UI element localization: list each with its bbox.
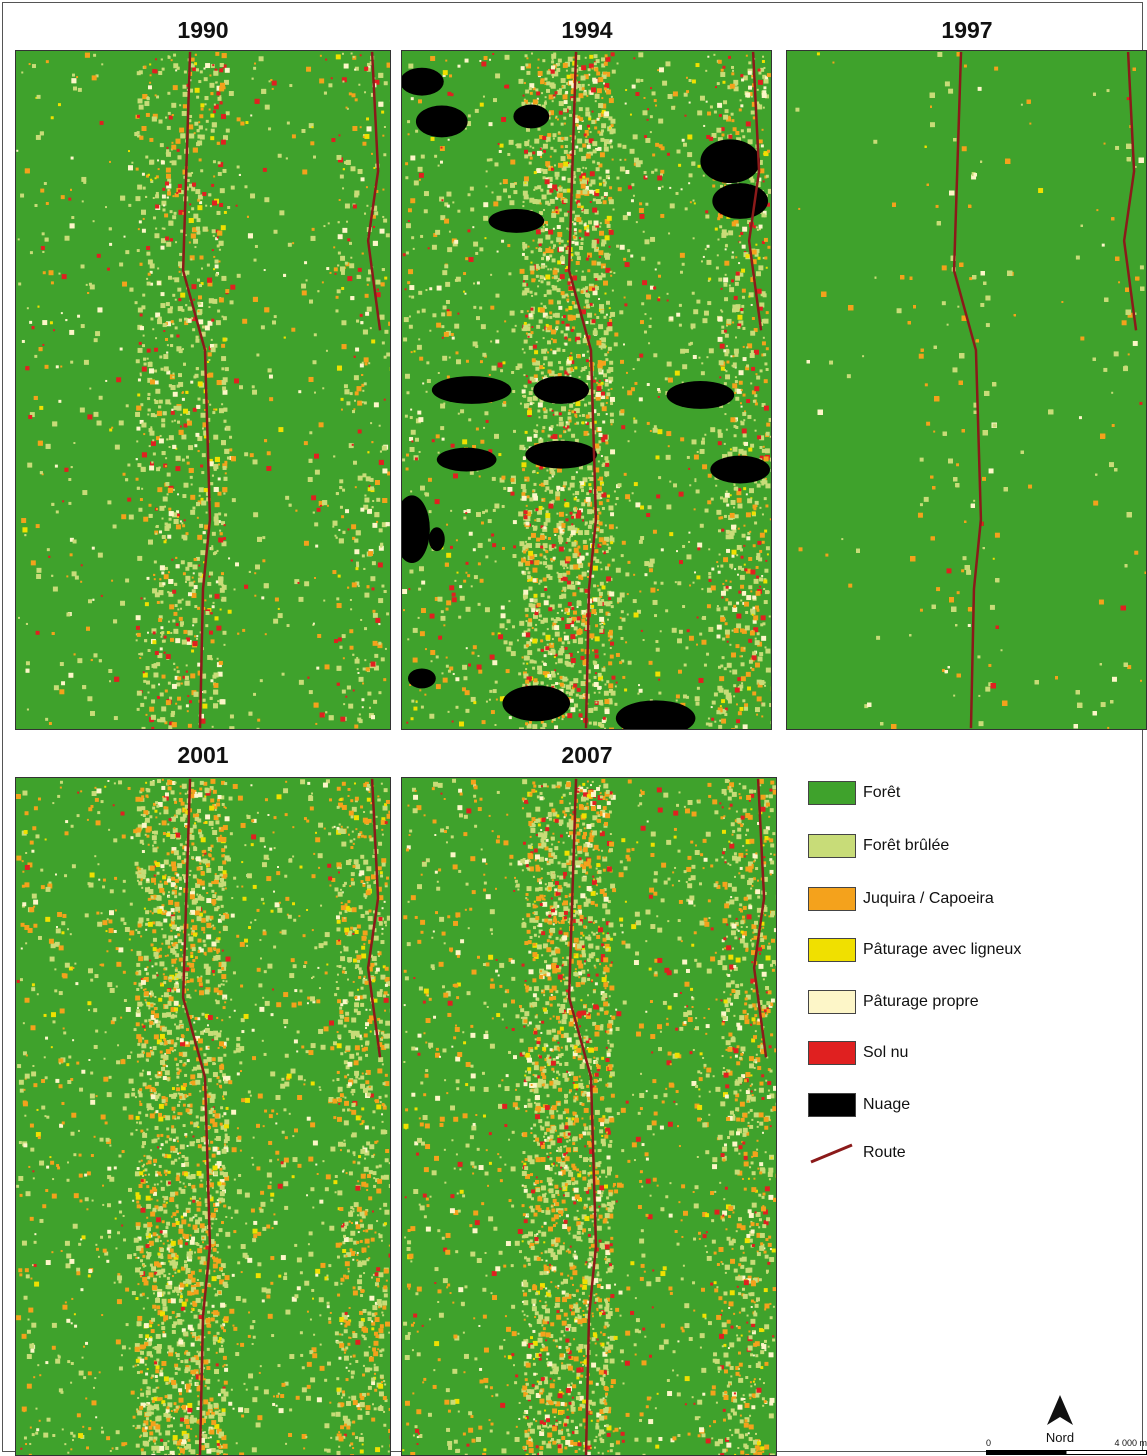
scale-start: 0: [986, 1438, 992, 1448]
legend-swatch: [808, 834, 856, 858]
year-title-1997: 1997: [941, 17, 993, 43]
legend-swatch: [808, 990, 856, 1014]
legend-label: Nuage: [863, 1096, 911, 1113]
legend-swatch: [808, 1093, 856, 1117]
legend-label: Juquira / Capoeira: [863, 890, 994, 907]
map-panel-2001: [15, 777, 391, 1456]
legend-swatch: [808, 887, 856, 911]
legend-label: Pâturage avec ligneux: [863, 941, 1022, 958]
land-cover-map: [16, 778, 390, 1455]
legend-item-paturage-ligneux: Pâturage avec ligneux: [808, 937, 1021, 963]
year-title-2007: 2007: [561, 742, 613, 768]
legend-label: Pâturage propre: [863, 993, 979, 1010]
year-title-2001: 2001: [177, 742, 229, 768]
map-panel-1997: [786, 50, 1147, 730]
legend-label: Sol nu: [863, 1044, 909, 1061]
legend-label: Forêt brûlée: [863, 837, 950, 854]
legend-item-paturage-propre: Pâturage propre: [808, 989, 979, 1015]
land-cover-map: [402, 778, 776, 1455]
legend-swatch: [808, 781, 856, 805]
legend-item-nuage: Nuage: [808, 1092, 910, 1118]
route-line-icon: [810, 1143, 853, 1164]
legend-swatch: [808, 938, 856, 962]
land-cover-map: [402, 51, 771, 729]
year-title-1990: 1990: [177, 17, 229, 43]
legend-item-route: Route: [808, 1140, 906, 1166]
scale-bar-graphic: [986, 1450, 1147, 1455]
map-panel-2007: [401, 777, 777, 1456]
legend-item-juquira: Juquira / Capoeira: [808, 886, 994, 912]
legend-swatch: [808, 1041, 856, 1065]
legend-item-foret: Forêt: [808, 780, 900, 806]
north-arrow-icon: [1047, 1395, 1073, 1425]
land-cover-map: [795, 51, 1146, 729]
land-cover-map: [16, 51, 390, 729]
legend-label: Forêt: [863, 784, 901, 801]
map-panel-1994: [401, 50, 772, 730]
legend-item-sol-nu: Sol nu: [808, 1040, 908, 1066]
scale-bar: 0 4 000 m: [986, 1438, 1147, 1456]
north-arrow: Nord: [1040, 1395, 1080, 1445]
map-panel-1990: [15, 50, 391, 730]
scale-end: 4 000 m: [1114, 1438, 1147, 1448]
legend-label: Route: [863, 1144, 906, 1161]
north-label: Nord: [1045, 1430, 1075, 1445]
legend-item-foret-brulee: Forêt brûlée: [808, 833, 949, 859]
year-title-1994: 1994: [561, 17, 613, 43]
